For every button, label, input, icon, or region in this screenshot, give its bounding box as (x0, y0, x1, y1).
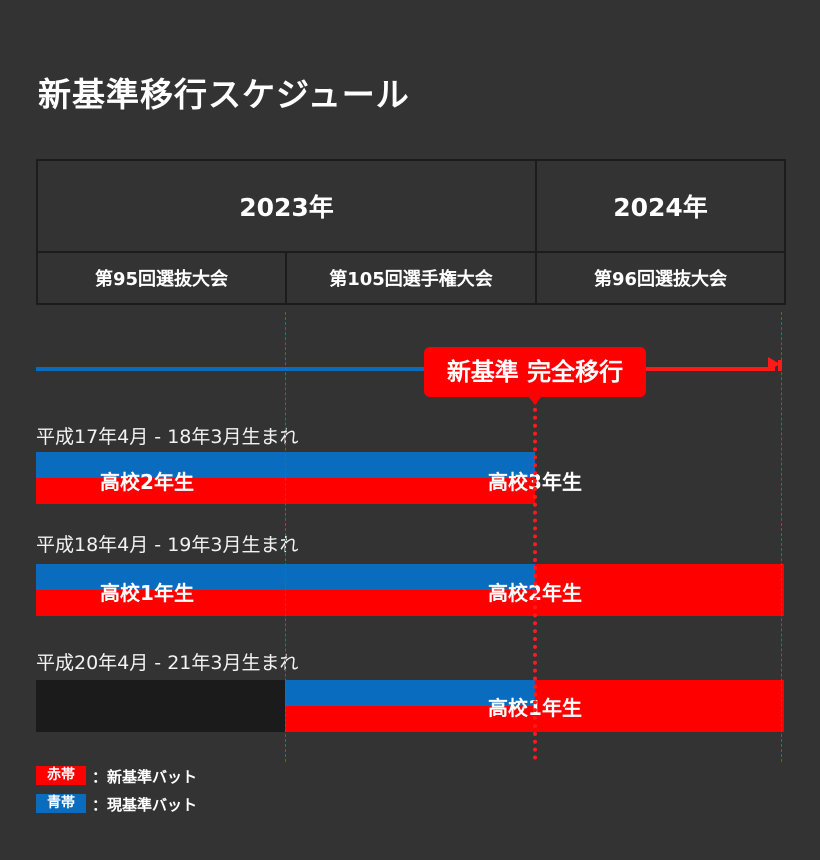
timeline-current-standard (36, 367, 426, 371)
legend-text: ：新基準バット (92, 768, 198, 786)
legend-text: ：現基準バット (92, 796, 198, 814)
legend-swatch-red: 赤帯 (36, 766, 86, 785)
new-bat-band (535, 564, 784, 616)
tournament-header: 第95回選抜大会 (36, 251, 287, 305)
new-bat-band (285, 706, 535, 732)
divider-line (285, 312, 286, 762)
new-bat-band (535, 680, 784, 732)
page-title: 新基準移行スケジュール (38, 75, 410, 114)
timeline-new-standard (640, 367, 775, 371)
full-transition-badge: 新基準 完全移行 (424, 347, 646, 397)
tournament-header: 第105回選手権大会 (285, 251, 537, 305)
divider-line (781, 312, 782, 762)
arrow-right-icon (768, 357, 780, 371)
group-label: 平成20年4月 - 21年3月生まれ (36, 652, 299, 674)
timeline-end-marker (778, 360, 782, 371)
legend-swatch-blue: 青帯 (36, 794, 86, 813)
grade-label: 高校2年生 (100, 470, 194, 494)
badge-pointer (528, 396, 542, 405)
schedule-table: 2023年 2024年 第95回選抜大会 第105回選手権大会 第96回選抜大会 (36, 159, 786, 305)
year-header-2024: 2024年 (535, 159, 786, 253)
group-label: 平成18年4月 - 19年3月生まれ (36, 534, 299, 556)
group-label: 平成17年4月 - 18年3月生まれ (36, 426, 299, 448)
grade-label: 高校1年生 (100, 581, 194, 605)
transition-line (533, 400, 537, 760)
current-bat-band (285, 680, 535, 706)
tournament-header: 第96回選抜大会 (535, 251, 786, 305)
not-enrolled-band (36, 680, 285, 732)
year-header-2023: 2023年 (36, 159, 537, 253)
